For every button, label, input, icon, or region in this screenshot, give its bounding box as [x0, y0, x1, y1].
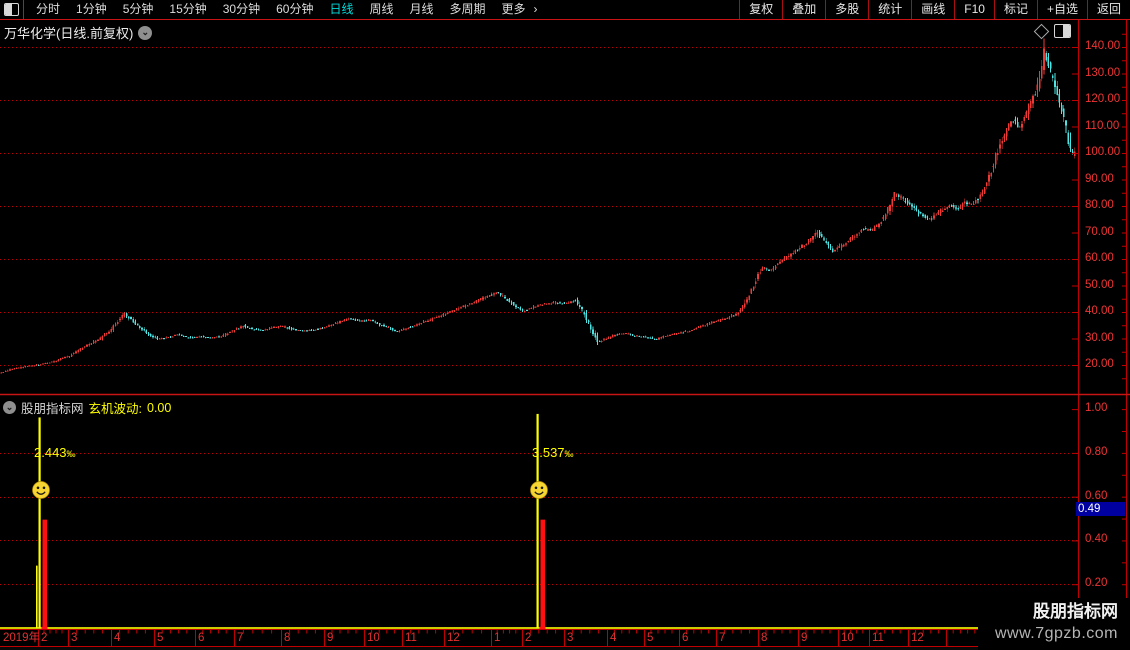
signal-label-1: 3.537‰ [532, 445, 574, 460]
toolbar-button-7[interactable]: +自选 [1036, 0, 1087, 19]
toolbar: 分时 1分钟 5分钟 15分钟 30分钟 60分钟 日线 周线 月线 多周期 更多 › 复权 叠加 多股统… [0, 0, 1130, 20]
price-axis-label: 130.00 [1085, 66, 1121, 79]
month-label-2: 4 [114, 632, 121, 644]
month-label-15: 5 [647, 632, 654, 644]
month-label-12: 2 [525, 632, 532, 644]
month-label-7: 9 [327, 632, 334, 644]
watermark-site-name: 股朋指标网 [1033, 602, 1118, 621]
menu-item-6[interactable]: 日线 [329, 2, 354, 16]
indicator-axis-label: 0.80 [1085, 445, 1108, 458]
stock-title: 万华化学(日线.前复权) [4, 26, 134, 41]
month-label-9: 11 [405, 632, 417, 644]
layout-split-button[interactable] [0, 0, 24, 19]
indicator-axis-label: 0.20 [1085, 577, 1108, 590]
chevron-down-icon[interactable]: ⌄ [138, 25, 153, 40]
status-bar-sliver [0, 647, 1130, 650]
price-axis-label: 50.00 [1085, 278, 1114, 291]
month-label-21: 11 [872, 632, 884, 644]
month-label-19: 9 [801, 632, 808, 644]
menu-item-1[interactable]: 1分钟 [76, 2, 107, 16]
indicator-source: 股朋指标网 [21, 402, 84, 416]
collapse-icon[interactable]: ⌄ [3, 401, 16, 414]
toolbar-button-2[interactable]: 多股 [825, 0, 868, 19]
month-label-6: 8 [284, 632, 291, 644]
price-axis-label: 80.00 [1085, 199, 1114, 211]
indicator-name[interactable]: 玄机波动: [88, 402, 142, 416]
price-axis-label: 140.00 [1085, 40, 1121, 52]
toolbar-button-4[interactable]: 画线 [911, 0, 954, 19]
period-menu: 分时 1分钟 5分钟 15分钟 30分钟 60分钟 日线 周线 月线 多周期 更多 › [28, 0, 544, 19]
month-label-13: 3 [567, 632, 574, 644]
month-label-0: 2 [41, 632, 48, 644]
menu-item-0[interactable]: 分时 [36, 2, 61, 16]
price-axis-label: 70.00 [1085, 225, 1114, 238]
indicator-axis-label: 0.40 [1085, 533, 1108, 546]
indicator-value-badge: 0.49 [1076, 502, 1125, 516]
month-label-11: 1 [494, 632, 501, 644]
month-label-20: 10 [841, 632, 854, 644]
price-axis-label: 100.00 [1085, 146, 1121, 158]
toolbar-button-5[interactable]: F10 [954, 0, 994, 19]
action-menu: 复权 叠加 多股 统计 画线 F10 标记 +自选 返回 [739, 0, 1130, 19]
month-label-18: 8 [761, 632, 768, 644]
watermark: 股朋指标网 www.7gpzb.com [978, 598, 1130, 650]
price-axis-label: 40.00 [1085, 305, 1114, 317]
menu-item-3[interactable]: 15分钟 [169, 2, 207, 16]
chart-title-row: 万华化学(日线.前复权) ⌄ [4, 23, 153, 42]
price-axis-label: 20.00 [1085, 358, 1114, 370]
month-label-17: 7 [719, 632, 726, 644]
month-label-14: 4 [610, 632, 617, 644]
panel-split-icon[interactable] [1054, 24, 1071, 38]
month-label-22: 12 [911, 632, 924, 644]
month-label-4: 6 [198, 632, 205, 644]
toolbar-button-1[interactable]: 叠加 [782, 0, 825, 19]
price-axis-label: 110.00 [1085, 119, 1120, 132]
toolbar-button-0[interactable]: 复权 [739, 0, 782, 19]
month-label-10: 12 [447, 632, 460, 644]
menu-item-2[interactable]: 5分钟 [122, 2, 154, 16]
indicator-header: ⌄ 股朋指标网 玄机波动: 0.00 [3, 398, 171, 417]
toolbar-button-8[interactable]: 返回 [1086, 0, 1130, 19]
indicator-axis-label: 1.00 [1085, 402, 1108, 415]
smiley-face-icon [530, 481, 548, 499]
year-label: 2019年 [3, 632, 41, 644]
watermark-url: www.7gpzb.com [995, 625, 1118, 642]
toolbar-button-6[interactable]: 标记 [993, 0, 1037, 19]
signal-label-0: 2.443‰ [34, 445, 76, 460]
corner-icons [1033, 23, 1071, 39]
menu-item-5[interactable]: 60分钟 [276, 2, 314, 16]
month-label-8: 10 [367, 632, 380, 644]
more-arrow-icon[interactable]: › [533, 2, 538, 16]
price-axis-label: 60.00 [1085, 252, 1114, 264]
diamond-marker-icon[interactable] [1033, 23, 1050, 39]
menu-item-4[interactable]: 30分钟 [222, 2, 261, 16]
price-axis-label: 90.00 [1085, 172, 1114, 185]
month-label-5: 7 [237, 632, 244, 644]
indicator-value: 0.00 [147, 400, 172, 415]
month-label-3: 5 [157, 632, 164, 644]
price-axis-label: 30.00 [1085, 331, 1114, 344]
menu-item-9[interactable]: 多周期 [449, 2, 486, 16]
menu-item-7[interactable]: 周线 [369, 2, 394, 16]
month-label-16: 6 [682, 632, 689, 644]
smiley-face-icon [32, 481, 50, 499]
split-screen-icon [4, 3, 19, 16]
month-label-1: 3 [71, 632, 78, 644]
menu-item-10[interactable]: 更多 [501, 2, 526, 16]
indicator-axis-label: 0.60 [1085, 489, 1108, 502]
price-axis-label: 120.00 [1085, 93, 1121, 105]
toolbar-button-3[interactable]: 统计 [868, 0, 911, 19]
menu-item-8[interactable]: 月线 [409, 2, 434, 16]
